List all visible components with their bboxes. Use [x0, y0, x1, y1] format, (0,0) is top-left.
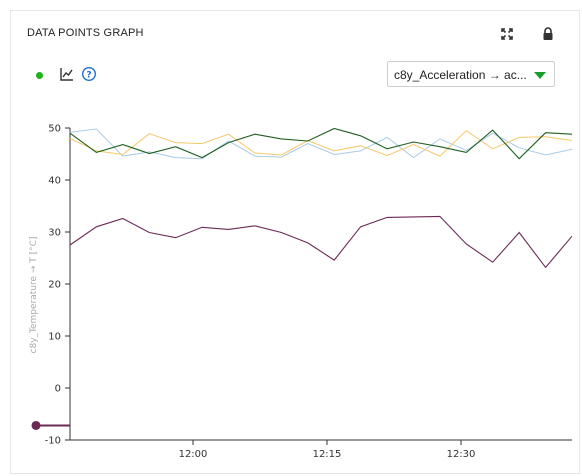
- datapoint-select-value: c8y_Acceleration → ac...: [394, 68, 527, 82]
- marker-layer[interactable]: [31, 420, 71, 430]
- widget-title: DATA POINTS GRAPH: [27, 27, 144, 39]
- y-axis: 50 40 30 20 10 0 -10: [45, 124, 71, 447]
- threshold-handle[interactable]: [31, 420, 41, 430]
- y-tick-label: 20: [48, 280, 61, 291]
- x-tick-label: 12:00: [179, 449, 208, 460]
- series-line-3: [69, 127, 573, 160]
- y-tick-label: -10: [45, 436, 61, 447]
- y-tick-label: 10: [48, 332, 61, 343]
- y-tick-label: 40: [48, 176, 61, 187]
- y-tick-label: 0: [55, 384, 61, 395]
- line-chart-icon[interactable]: [59, 66, 75, 82]
- datapoint-select[interactable]: c8y_Acceleration → ac...: [387, 61, 555, 87]
- chevron-down-icon: [534, 72, 546, 79]
- series-line-4: [69, 215, 573, 269]
- help-icon[interactable]: ?: [81, 66, 97, 82]
- series-layer: [69, 127, 573, 269]
- series-line-2: [69, 129, 573, 157]
- data-points-graph-widget: DATA POINTS GRAPH ?: [10, 10, 580, 474]
- series-line-1: [69, 128, 573, 160]
- y-axis-label: c8y_Temperature → T [°C]: [29, 237, 39, 354]
- status-dot: [36, 72, 43, 79]
- expand-icon[interactable]: [499, 26, 515, 42]
- x-tick-label: 12:30: [447, 449, 476, 460]
- x-tick-label: 12:15: [313, 449, 342, 460]
- svg-text:?: ?: [86, 71, 91, 81]
- y-tick-label: 50: [48, 124, 61, 135]
- lock-icon[interactable]: [540, 26, 556, 42]
- y-tick-label: 30: [48, 228, 61, 239]
- x-axis: 12:00 12:15 12:30: [70, 439, 572, 460]
